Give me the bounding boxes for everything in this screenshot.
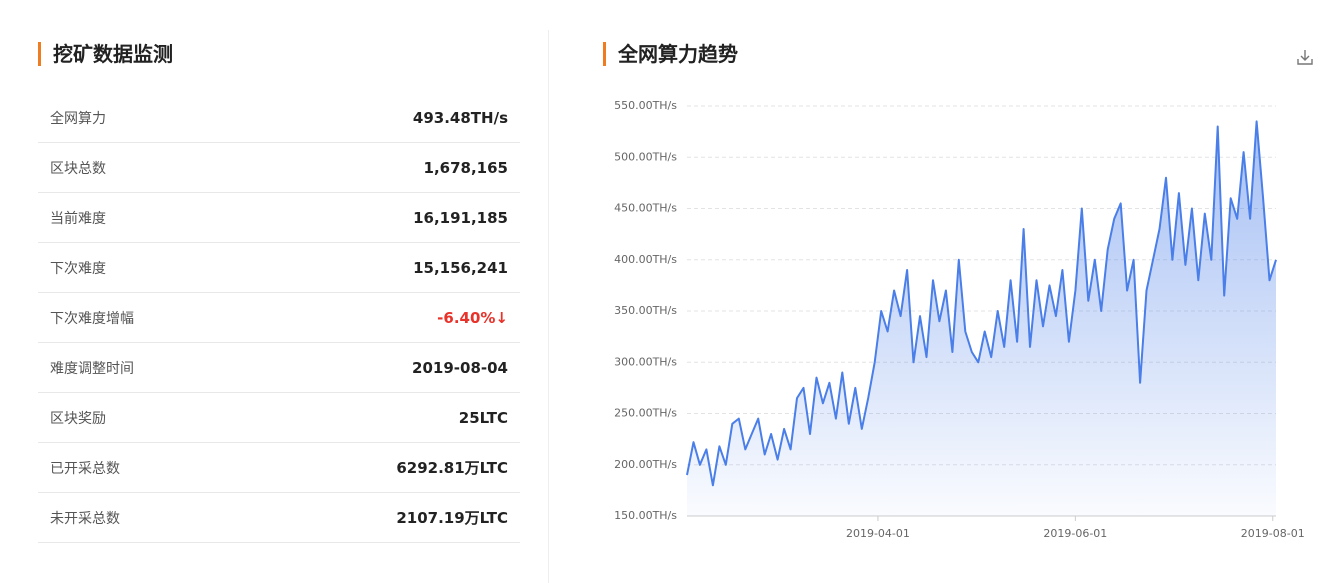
stat-value: 1,678,165 — [423, 158, 508, 177]
y-tick-label: 300.00TH/s — [614, 355, 677, 368]
stat-value: 2107.19万LTC — [396, 509, 508, 527]
stat-value: 15,156,241 — [413, 258, 508, 277]
stat-value: 493.48TH/s — [412, 108, 508, 127]
stat-label: 全网算力 — [50, 110, 106, 127]
y-tick-label: 150.00TH/s — [614, 509, 677, 522]
line — [686, 120, 1277, 487]
stat-value: 6292.81万LTC — [396, 459, 508, 477]
stat-row: 未开采总数 2107.19万LTC — [38, 493, 520, 543]
stat-row: 全网算力 493.48TH/s — [38, 93, 520, 143]
stat-label: 区块奖励 — [50, 410, 106, 427]
x-tick-label: 2019-06-01 — [1043, 527, 1107, 540]
stat-label: 当前难度 — [50, 210, 106, 227]
stat-row: 区块总数 1,678,165 — [38, 143, 520, 193]
stat-label: 区块总数 — [50, 160, 106, 177]
x-tick-label: 2019-08-01 — [1241, 527, 1305, 540]
stat-label: 未开采总数 — [50, 510, 120, 527]
y-tick-label: 500.00TH/s — [614, 150, 677, 163]
chart-title: 全网算力趋势 — [603, 42, 738, 66]
stat-label: 下次难度 — [50, 260, 106, 277]
y-tick-label: 350.00TH/s — [614, 304, 677, 317]
y-tick-label: 250.00TH/s — [614, 407, 677, 420]
y-tick-label: 400.00TH/s — [614, 253, 677, 266]
x-tick-label: 2019-04-01 — [846, 527, 910, 540]
stat-label: 下次难度增幅 — [50, 310, 134, 327]
stat-row: 已开采总数 6292.81万LTC — [38, 443, 520, 493]
stat-row: 当前难度 16,191,185 — [38, 193, 520, 243]
stat-value: 16,191,185 — [413, 208, 508, 227]
stats-list: 全网算力 493.48TH/s 区块总数 1,678,165 当前难度 16,191,18… — [38, 93, 520, 543]
stat-value: 2019-08-04 — [412, 358, 508, 377]
stat-row: 区块奖励 25LTC — [38, 393, 520, 443]
stat-label: 已开采总数 — [50, 460, 120, 477]
divider — [548, 30, 549, 583]
area — [687, 121, 1276, 517]
stat-row: 下次难度 15,156,241 — [38, 243, 520, 293]
stat-row: 难度调整时间 2019-08-04 — [38, 343, 520, 393]
panel-title: 挖矿数据监测 — [38, 42, 173, 66]
y-tick-label: 450.00TH/s — [614, 202, 677, 215]
download-glyph[interactable] — [1297, 50, 1313, 65]
stat-value: -6.40%↓ — [437, 308, 508, 327]
y-tick-label: 550.00TH/s — [614, 99, 677, 112]
stat-label: 难度调整时间 — [50, 360, 134, 377]
stat-value: 25LTC — [458, 408, 508, 427]
stat-row: 下次难度增幅 -6.40%↓ — [38, 293, 520, 343]
y-tick-label: 200.00TH/s — [614, 458, 677, 471]
download-icon[interactable] — [1297, 50, 1313, 65]
